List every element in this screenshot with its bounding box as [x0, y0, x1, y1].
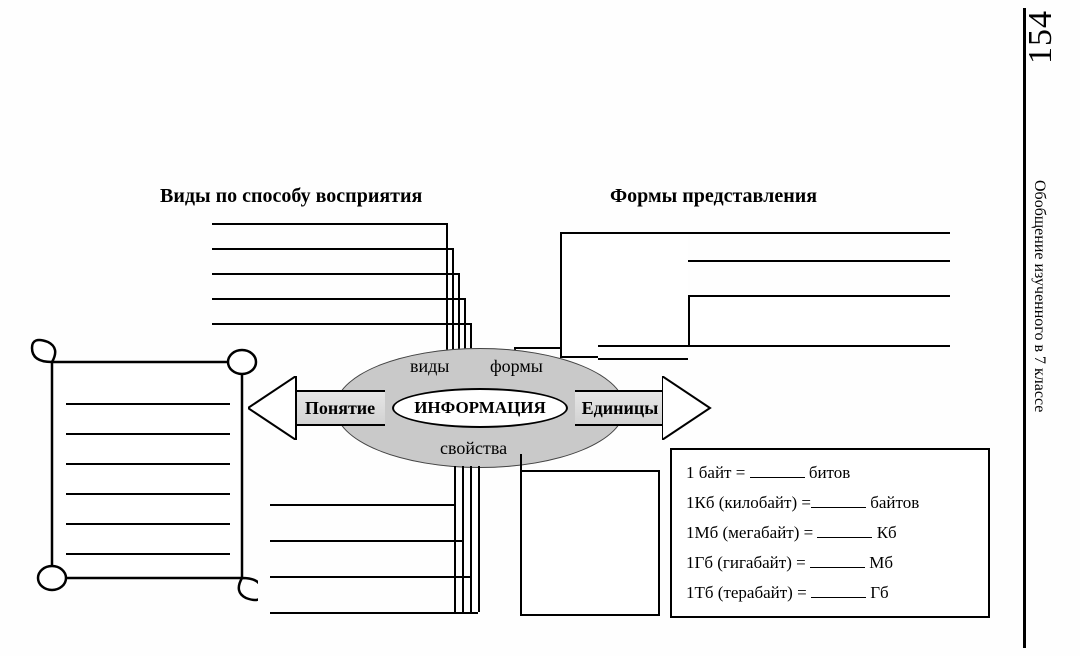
arrow-right-label: Единицы	[582, 398, 659, 419]
oval-label-top-right: формы	[490, 356, 543, 377]
side-rule	[1023, 8, 1026, 648]
units-box: 1 байт = битов 1Кб (килобайт) = байтов 1…	[670, 448, 990, 618]
page-number: 154	[1022, 10, 1060, 64]
forms-line-2	[688, 260, 950, 262]
oval-label-bottom: свойства	[440, 438, 507, 459]
left-blank-5	[212, 323, 470, 325]
left-conn-3	[458, 273, 460, 359]
left-blank-2	[212, 248, 452, 250]
arrow-left-label: Понятие	[305, 398, 375, 419]
prop-left-3	[270, 576, 470, 578]
prop-stem-1	[454, 466, 456, 612]
oval-label-top-left: виды	[410, 356, 449, 377]
forms-stub	[598, 358, 688, 360]
scroll-shape	[18, 338, 258, 606]
forms-bracket-lower	[560, 300, 598, 358]
arrow-right-head	[662, 376, 712, 440]
arrow-right-body: Единицы	[575, 390, 665, 426]
left-conn-2	[452, 248, 454, 360]
prop-stem-4	[478, 466, 480, 612]
left-conn-1	[446, 223, 448, 361]
prop-right-box-1	[520, 470, 660, 508]
prop-left-4	[270, 612, 478, 614]
prop-right-box-2	[520, 506, 660, 544]
prop-stem-2	[462, 466, 464, 612]
oval-inner: ИНФОРМАЦИЯ	[392, 388, 568, 428]
prop-left-1	[270, 504, 454, 506]
forms-branch-box-1	[688, 295, 950, 347]
prop-right-box-3	[520, 542, 660, 580]
units-row-2: 1Кб (килобайт) = байтов	[686, 488, 974, 518]
units-row-5: 1Тб (терабайт) = Гб	[686, 578, 974, 608]
prop-left-2	[270, 540, 462, 542]
side-caption: Обобщение изученного в 7 классе	[1030, 180, 1048, 412]
units-row-1: 1 байт = битов	[686, 458, 974, 488]
left-blank-1	[212, 223, 446, 225]
center-main-label: ИНФОРМАЦИЯ	[414, 398, 546, 418]
units-row-4: 1Гб (гигабайт) = Мб	[686, 548, 974, 578]
arrow-left-head	[248, 376, 298, 440]
prop-right-conn	[520, 454, 522, 470]
left-blank-4	[212, 298, 464, 300]
units-row-3: 1Мб (мегабайт) = Кб	[686, 518, 974, 548]
left-blank-3	[212, 273, 458, 275]
prop-stem-3	[470, 466, 472, 612]
arrow-left-body: Понятие	[295, 390, 385, 426]
prop-right-box-4	[520, 578, 660, 616]
forms-conn-h	[514, 347, 560, 349]
heading-left: Виды по способу восприятия	[160, 185, 422, 208]
heading-right: Формы представления	[610, 185, 817, 208]
forms-line-1	[688, 232, 950, 234]
